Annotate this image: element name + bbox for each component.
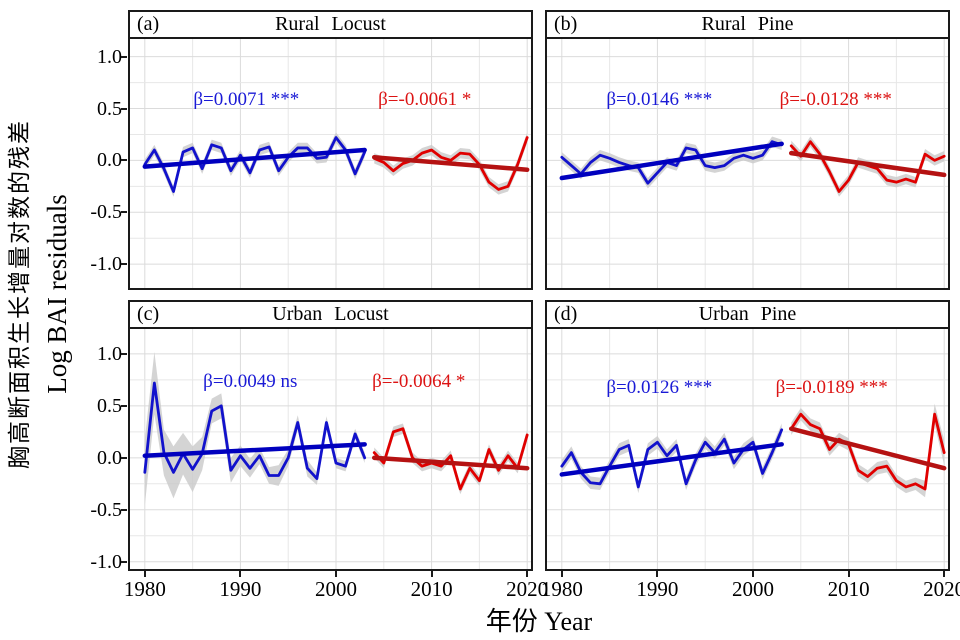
y-tick-mark — [121, 107, 127, 110]
y-tick-mark — [121, 263, 127, 266]
x-tick-label: 1980 — [540, 577, 583, 601]
panel-urban-locust: (c) Urban Locust β=0.0049 ns β=-0.0064 * — [128, 300, 533, 571]
trend-line-pre-2004 — [559, 141, 784, 181]
ci-band-post-2004 — [791, 403, 945, 498]
plot-area: β=0.0126 *** β=-0.0189 *** — [545, 327, 950, 571]
y-tick-label: 0.5 — [97, 394, 122, 417]
trend-line-post-2004 — [371, 155, 530, 172]
panel-strip: (a) Rural Locust — [128, 10, 533, 37]
x-tick-mark — [560, 571, 563, 577]
plot-svg — [130, 39, 531, 288]
series-line-pre-2004 — [143, 381, 367, 481]
y-tick-label: -1.0 — [90, 550, 122, 573]
series-line-post-2004 — [372, 136, 529, 191]
x-tick-label: 2000 — [731, 577, 774, 601]
panel-strip: (c) Urban Locust — [128, 300, 533, 327]
trend-line-pre-2004 — [142, 442, 367, 459]
x-tick-mark — [239, 571, 242, 577]
plot-area: β=0.0049 ns β=-0.0064 * — [128, 327, 533, 571]
panel-tag: (a) — [137, 13, 160, 35]
x-tick-mark — [430, 571, 433, 577]
x-tick-mark — [847, 571, 850, 577]
plot-svg — [547, 329, 948, 569]
y-tick-mark — [121, 159, 127, 162]
y-tick-label: -1.0 — [90, 253, 122, 276]
y-tick-label: 0.0 — [97, 149, 122, 172]
beta-label-red: β=-0.0189 *** — [775, 376, 888, 398]
x-tick-label: 2020 — [506, 577, 549, 601]
trend-line-post-2004 — [371, 455, 530, 471]
y-tick-label: 0.5 — [97, 97, 122, 120]
x-tick-label: 1980 — [123, 577, 166, 601]
x-tick-label: 2020 — [923, 577, 960, 601]
x-tick-mark — [751, 571, 754, 577]
y-tick-mark — [121, 211, 127, 214]
series-line-post-2004 — [789, 412, 946, 491]
beta-label-blue: β=0.0126 *** — [606, 376, 713, 398]
ci-band-pre-2004 — [144, 351, 365, 506]
x-tick-label: 1990 — [636, 577, 679, 601]
trend-line-post-2004 — [788, 426, 947, 471]
panel-rural-pine: (b) Rural Pine β=0.0146 *** β=-0.0128 **… — [545, 10, 950, 290]
y-tick-label: 1.0 — [97, 45, 122, 68]
plot-area: β=0.0146 *** β=-0.0128 *** — [545, 37, 950, 290]
y-axis-title-en: Log BAI residuals — [42, 194, 72, 394]
plot-area: β=0.0071 *** β=-0.0061 * — [128, 37, 533, 290]
panel-tag: (b) — [554, 13, 578, 35]
y-tick-mark — [121, 404, 127, 407]
panel-title: Rural Locust — [275, 13, 386, 35]
panel-title: Urban Locust — [272, 303, 389, 325]
plot-svg — [547, 39, 948, 288]
x-tick-label: 2000 — [314, 577, 357, 601]
x-tick-mark — [334, 571, 337, 577]
beta-label-red: β=-0.0128 *** — [779, 89, 892, 110]
beta-label-blue: β=0.0146 *** — [606, 89, 713, 110]
y-tick-mark — [121, 352, 127, 355]
panel-rural-locust: (a) Rural Locust β=0.0071 *** β=-0.0061 … — [128, 10, 533, 290]
y-tick-mark — [121, 55, 127, 58]
panel-urban-pine: (d) Urban Pine β=0.0126 *** β=-0.0189 **… — [545, 300, 950, 571]
panel-strip: (d) Urban Pine — [545, 300, 950, 327]
trend-line-pre-2004 — [142, 147, 367, 169]
y-tick-mark — [121, 456, 127, 459]
x-tick-mark — [943, 571, 946, 577]
beta-label-red: β=-0.0064 * — [372, 370, 466, 392]
panel-strip: (b) Rural Pine — [545, 10, 950, 37]
beta-label-blue: β=0.0049 ns — [203, 370, 298, 392]
gridlines — [547, 39, 948, 288]
panel-title: Urban Pine — [698, 303, 797, 325]
x-tick-mark — [526, 571, 529, 577]
x-tick-mark — [143, 571, 146, 577]
x-tick-label: 2010 — [827, 577, 870, 601]
beta-label-blue: β=0.0071 *** — [193, 89, 300, 110]
ci-band-pre-2004 — [561, 423, 782, 494]
trend-line-post-2004 — [788, 150, 947, 178]
panel-title: Rural Pine — [701, 13, 794, 35]
y-tick-label: -0.5 — [90, 498, 122, 521]
y-tick-label: 1.0 — [97, 342, 122, 365]
y-tick-mark — [121, 508, 127, 511]
y-tick-label: -0.5 — [90, 201, 122, 224]
y-tick-label: 0.0 — [97, 446, 122, 469]
trend-line-pre-2004 — [559, 442, 784, 477]
gridlines — [130, 39, 531, 288]
x-tick-mark — [656, 571, 659, 577]
plot-svg — [130, 329, 531, 569]
x-axis-title: 年份 Year — [485, 607, 593, 636]
y-axis-title: 胸高断面积生长增量对数的残差 Log BAI residuals — [2, 0, 78, 614]
panel-tag: (c) — [137, 303, 160, 325]
panel-tag: (d) — [554, 303, 578, 325]
x-tick-label: 1990 — [219, 577, 262, 601]
y-axis-title-zh: 胸高断面积生长增量对数的残差 — [7, 119, 32, 469]
x-tick-label: 2010 — [410, 577, 453, 601]
beta-label-red: β=-0.0061 * — [378, 89, 472, 110]
series-line-pre-2004 — [560, 140, 784, 185]
y-tick-mark — [121, 560, 127, 563]
